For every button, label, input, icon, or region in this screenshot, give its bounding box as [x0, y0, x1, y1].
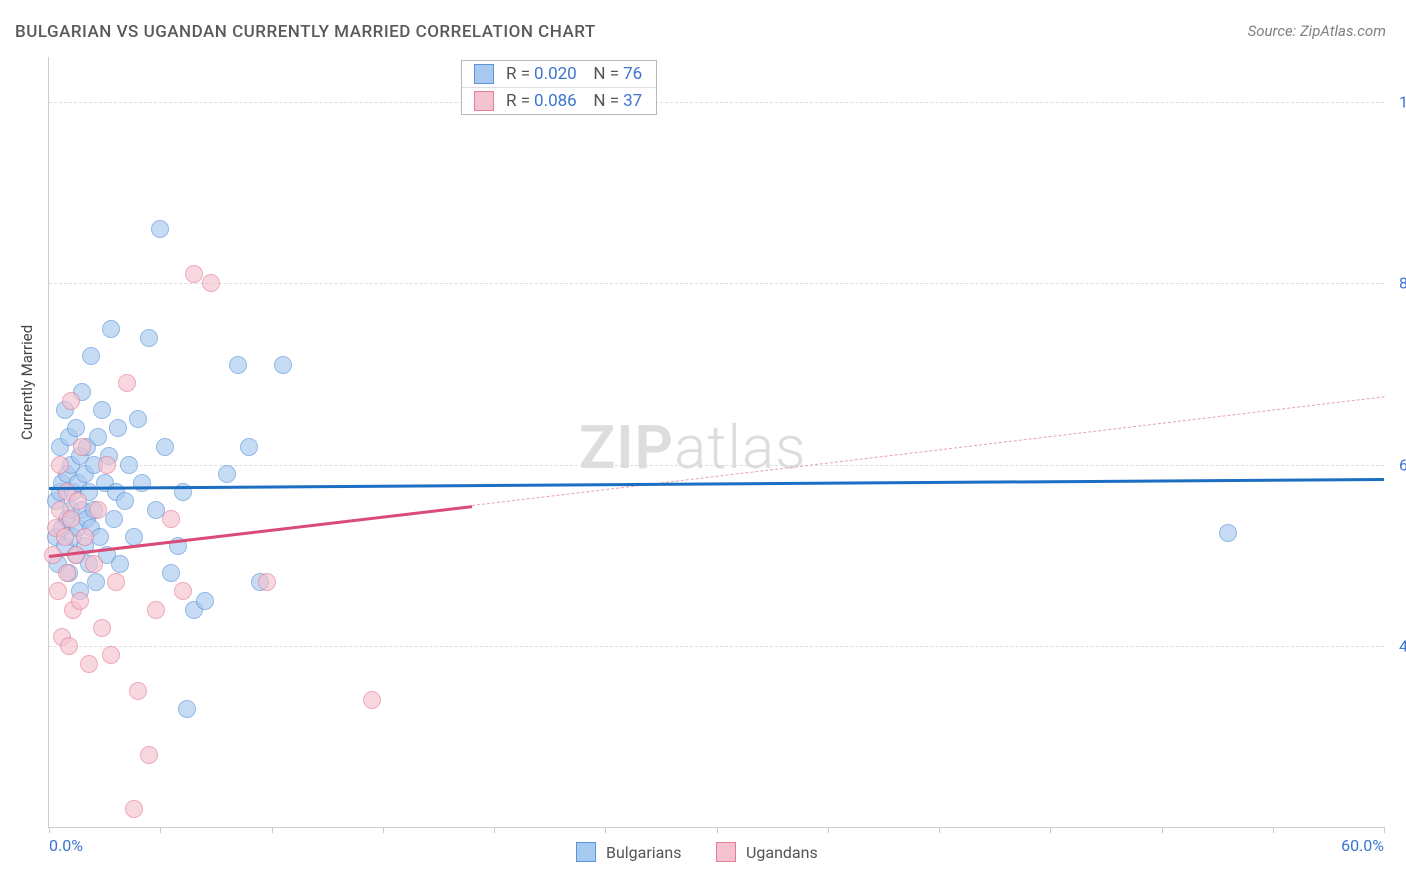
scatter-point — [62, 392, 80, 410]
scatter-point — [60, 637, 78, 655]
plot-area: ZIPatlas 40.0%60.0%80.0%100.0%0.0%60.0%R… — [48, 57, 1384, 828]
source-attribution: Source: ZipAtlas.com — [1248, 22, 1386, 40]
scatter-point — [120, 456, 138, 474]
scatter-point — [185, 265, 203, 283]
scatter-point — [71, 592, 89, 610]
scatter-point — [89, 501, 107, 519]
x-tick-label: 60.0% — [1341, 836, 1384, 855]
scatter-point — [109, 419, 127, 437]
correlation-legend: R =0.020 N =76 R =0.086 N =37 — [461, 60, 657, 115]
scatter-point — [80, 655, 98, 673]
scatter-point — [202, 274, 220, 292]
scatter-point — [178, 700, 196, 718]
scatter-point — [274, 356, 292, 374]
y-tick-label: 100.0% — [1389, 93, 1406, 112]
scatter-point — [111, 555, 129, 573]
scatter-point — [98, 456, 116, 474]
scatter-point — [196, 592, 214, 610]
y-tick-label: 60.0% — [1389, 455, 1406, 474]
scatter-point — [87, 573, 105, 591]
scatter-point — [162, 510, 180, 528]
x-tick-mark — [1162, 827, 1163, 833]
scatter-point — [91, 528, 109, 546]
x-tick-mark — [1384, 827, 1385, 833]
scatter-point — [76, 528, 94, 546]
legend-swatch — [576, 842, 596, 862]
scatter-point — [140, 329, 158, 347]
legend-row: R =0.020 N =76 — [462, 61, 656, 87]
scatter-point — [51, 456, 69, 474]
x-tick-mark — [828, 827, 829, 833]
scatter-point — [67, 419, 85, 437]
scatter-point — [73, 438, 91, 456]
scatter-point — [69, 492, 87, 510]
scatter-point — [58, 564, 76, 582]
scatter-point — [89, 428, 107, 446]
scatter-point — [49, 582, 67, 600]
scatter-point — [218, 465, 236, 483]
scatter-point — [82, 347, 100, 365]
gridline — [49, 646, 1384, 647]
scatter-point — [147, 601, 165, 619]
scatter-point — [56, 528, 74, 546]
legend-text: R =0.020 N =76 — [504, 64, 644, 84]
series-legend-item: Bulgarians — [576, 842, 681, 862]
scatter-point — [125, 800, 143, 818]
watermark: ZIPatlas — [579, 412, 807, 483]
scatter-point — [129, 682, 147, 700]
x-tick-label: 0.0% — [49, 836, 83, 855]
y-tick-label: 40.0% — [1389, 636, 1406, 655]
gridline — [49, 283, 1384, 284]
scatter-point — [85, 555, 103, 573]
scatter-point — [229, 356, 247, 374]
scatter-point — [62, 510, 80, 528]
scatter-point — [102, 646, 120, 664]
scatter-point — [107, 573, 125, 591]
scatter-point — [105, 510, 123, 528]
scatter-point — [1219, 524, 1237, 542]
scatter-point — [140, 746, 158, 764]
scatter-point — [363, 691, 381, 709]
x-tick-mark — [1050, 827, 1051, 833]
x-tick-mark — [717, 827, 718, 833]
x-tick-mark — [49, 827, 50, 833]
scatter-point — [240, 438, 258, 456]
series-legend-item: Ugandans — [716, 842, 818, 862]
legend-swatch — [474, 91, 494, 111]
chart-title: BULGARIAN VS UGANDAN CURRENTLY MARRIED C… — [15, 22, 596, 42]
scatter-point — [118, 374, 136, 392]
x-tick-mark — [160, 827, 161, 833]
scatter-point — [116, 492, 134, 510]
scatter-point — [93, 619, 111, 637]
scatter-point — [102, 320, 120, 338]
x-tick-mark — [1273, 827, 1274, 833]
scatter-point — [93, 401, 111, 419]
scatter-point — [151, 220, 169, 238]
legend-row: R =0.086 N =37 — [462, 87, 656, 114]
legend-label: Ugandans — [746, 843, 818, 862]
legend-swatch — [716, 842, 736, 862]
x-tick-mark — [383, 827, 384, 833]
scatter-point — [133, 474, 151, 492]
gridline — [49, 465, 1384, 466]
gridline — [49, 102, 1384, 103]
scatter-point — [258, 573, 276, 591]
x-tick-mark — [272, 827, 273, 833]
scatter-point — [174, 582, 192, 600]
x-tick-mark — [494, 827, 495, 833]
x-tick-mark — [939, 827, 940, 833]
y-tick-label: 80.0% — [1389, 274, 1406, 293]
scatter-point — [156, 438, 174, 456]
x-tick-mark — [605, 827, 606, 833]
scatter-point — [67, 546, 85, 564]
scatter-point — [129, 410, 147, 428]
y-axis-label: Currently Married — [18, 325, 36, 440]
legend-text: R =0.086 N =37 — [504, 91, 644, 111]
legend-swatch — [474, 64, 494, 84]
scatter-point — [162, 564, 180, 582]
legend-label: Bulgarians — [606, 843, 681, 862]
